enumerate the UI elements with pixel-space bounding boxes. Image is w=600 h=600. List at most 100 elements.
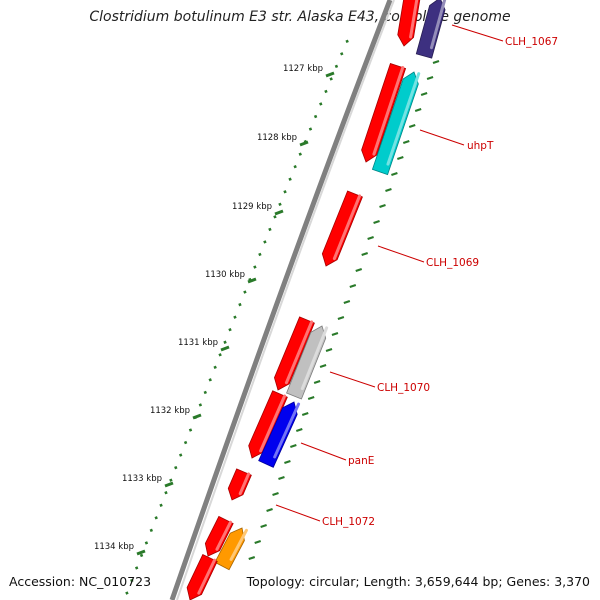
scale-dot xyxy=(125,591,129,595)
scale-label: 1129 kbp xyxy=(232,202,272,212)
scale-label: 1133 kbp xyxy=(122,474,162,484)
gene-body xyxy=(214,527,245,571)
scale-dot xyxy=(174,465,178,470)
gene-body xyxy=(371,71,419,176)
scale-dot xyxy=(308,127,313,131)
scale-dot xyxy=(178,453,183,457)
gene-highlight xyxy=(409,0,419,39)
scale-dot xyxy=(188,428,193,432)
scale-dot xyxy=(169,478,173,482)
gene-body xyxy=(286,325,327,400)
scale-dot xyxy=(313,114,318,119)
inner-tick xyxy=(402,139,410,145)
gene-highlight xyxy=(386,72,421,166)
inner-tick xyxy=(278,475,285,481)
label-leader xyxy=(451,24,504,42)
scale-dot xyxy=(134,566,139,570)
inner-tick xyxy=(290,443,297,449)
scale-dot xyxy=(324,89,328,94)
scale-dot xyxy=(293,164,297,169)
gene-arrow xyxy=(204,515,234,557)
gene-highlight xyxy=(197,558,217,595)
inner-tick xyxy=(426,75,434,81)
inner-tick xyxy=(361,251,369,257)
gene-label: CLH_1072 xyxy=(322,516,375,528)
scale-dot xyxy=(253,265,257,269)
gene-label: CLH_1070 xyxy=(377,382,430,394)
inner-tick xyxy=(391,171,398,177)
gene-highlight xyxy=(238,472,251,496)
inner-tick xyxy=(307,395,315,401)
scale-dot xyxy=(203,390,207,395)
gene-arrow xyxy=(371,71,421,176)
gene-highlight xyxy=(284,320,314,385)
inner-tick xyxy=(379,203,386,209)
scale-dot xyxy=(154,516,158,520)
scale-label: 1134 kbp xyxy=(94,542,134,552)
gene-label: uhpT xyxy=(467,140,494,152)
scale-dot xyxy=(334,64,339,69)
inner-tick xyxy=(408,123,416,129)
scale-dot xyxy=(273,215,277,219)
inner-tick xyxy=(385,187,392,193)
inner-tick xyxy=(295,427,303,433)
scale-dot xyxy=(159,503,163,507)
scale-dot xyxy=(208,378,212,382)
major-tick xyxy=(299,140,309,147)
scale-dot xyxy=(329,77,333,81)
inner-tick xyxy=(432,59,440,65)
major-tick xyxy=(247,277,257,284)
gene-highlight xyxy=(332,194,362,261)
gene-highlight xyxy=(229,528,248,561)
inner-tick xyxy=(414,107,422,113)
scale-dot xyxy=(233,315,237,319)
inner-tick xyxy=(266,507,273,513)
gene-arrow xyxy=(415,0,447,59)
scale-dot xyxy=(228,328,232,332)
inner-tick xyxy=(420,91,428,97)
scale-dot xyxy=(164,491,168,495)
inner-tick xyxy=(260,523,267,529)
scale-dot xyxy=(340,52,344,56)
inner-tick xyxy=(325,347,333,353)
scale-dot xyxy=(149,528,154,533)
gene-body xyxy=(258,401,298,468)
label-leader xyxy=(300,442,347,461)
inner-tick xyxy=(355,267,363,273)
scale-dot xyxy=(144,541,149,545)
major-tick xyxy=(220,345,230,352)
gene-arrow xyxy=(186,554,218,600)
label-leader xyxy=(275,504,321,522)
gene-label: panE xyxy=(348,455,374,467)
gene-body xyxy=(415,0,446,59)
gene-label: CLH_1067 xyxy=(505,36,558,48)
major-tick xyxy=(164,481,174,488)
inner-tick xyxy=(272,491,279,497)
scale-dot xyxy=(213,365,217,370)
scale-label: 1128 kbp xyxy=(257,133,297,143)
gene-arrow xyxy=(214,527,248,571)
scale-dot xyxy=(268,227,272,232)
backbone-highlight xyxy=(176,0,395,600)
scale-dot xyxy=(298,152,302,156)
inner-tick xyxy=(313,379,321,385)
inner-tick xyxy=(301,411,309,417)
scale-dot xyxy=(198,403,203,407)
gene-highlight xyxy=(300,326,329,391)
gene-highlight xyxy=(259,394,287,453)
scale-dot xyxy=(130,578,134,583)
inner-tick xyxy=(319,363,327,369)
inner-tick xyxy=(248,555,256,561)
scale-label: 1131 kbp xyxy=(178,338,218,348)
inner-tick xyxy=(373,219,380,225)
scale-dot xyxy=(278,202,282,206)
scale-dot xyxy=(243,290,247,294)
genome-summary: Topology: circular; Length: 3,659,644 bp… xyxy=(246,574,590,589)
inner-tick xyxy=(343,299,351,305)
inner-tick xyxy=(349,283,357,289)
major-tick xyxy=(136,549,146,556)
gene-highlight xyxy=(372,66,405,156)
scale-dot xyxy=(223,340,227,344)
scale-dot xyxy=(283,190,287,194)
